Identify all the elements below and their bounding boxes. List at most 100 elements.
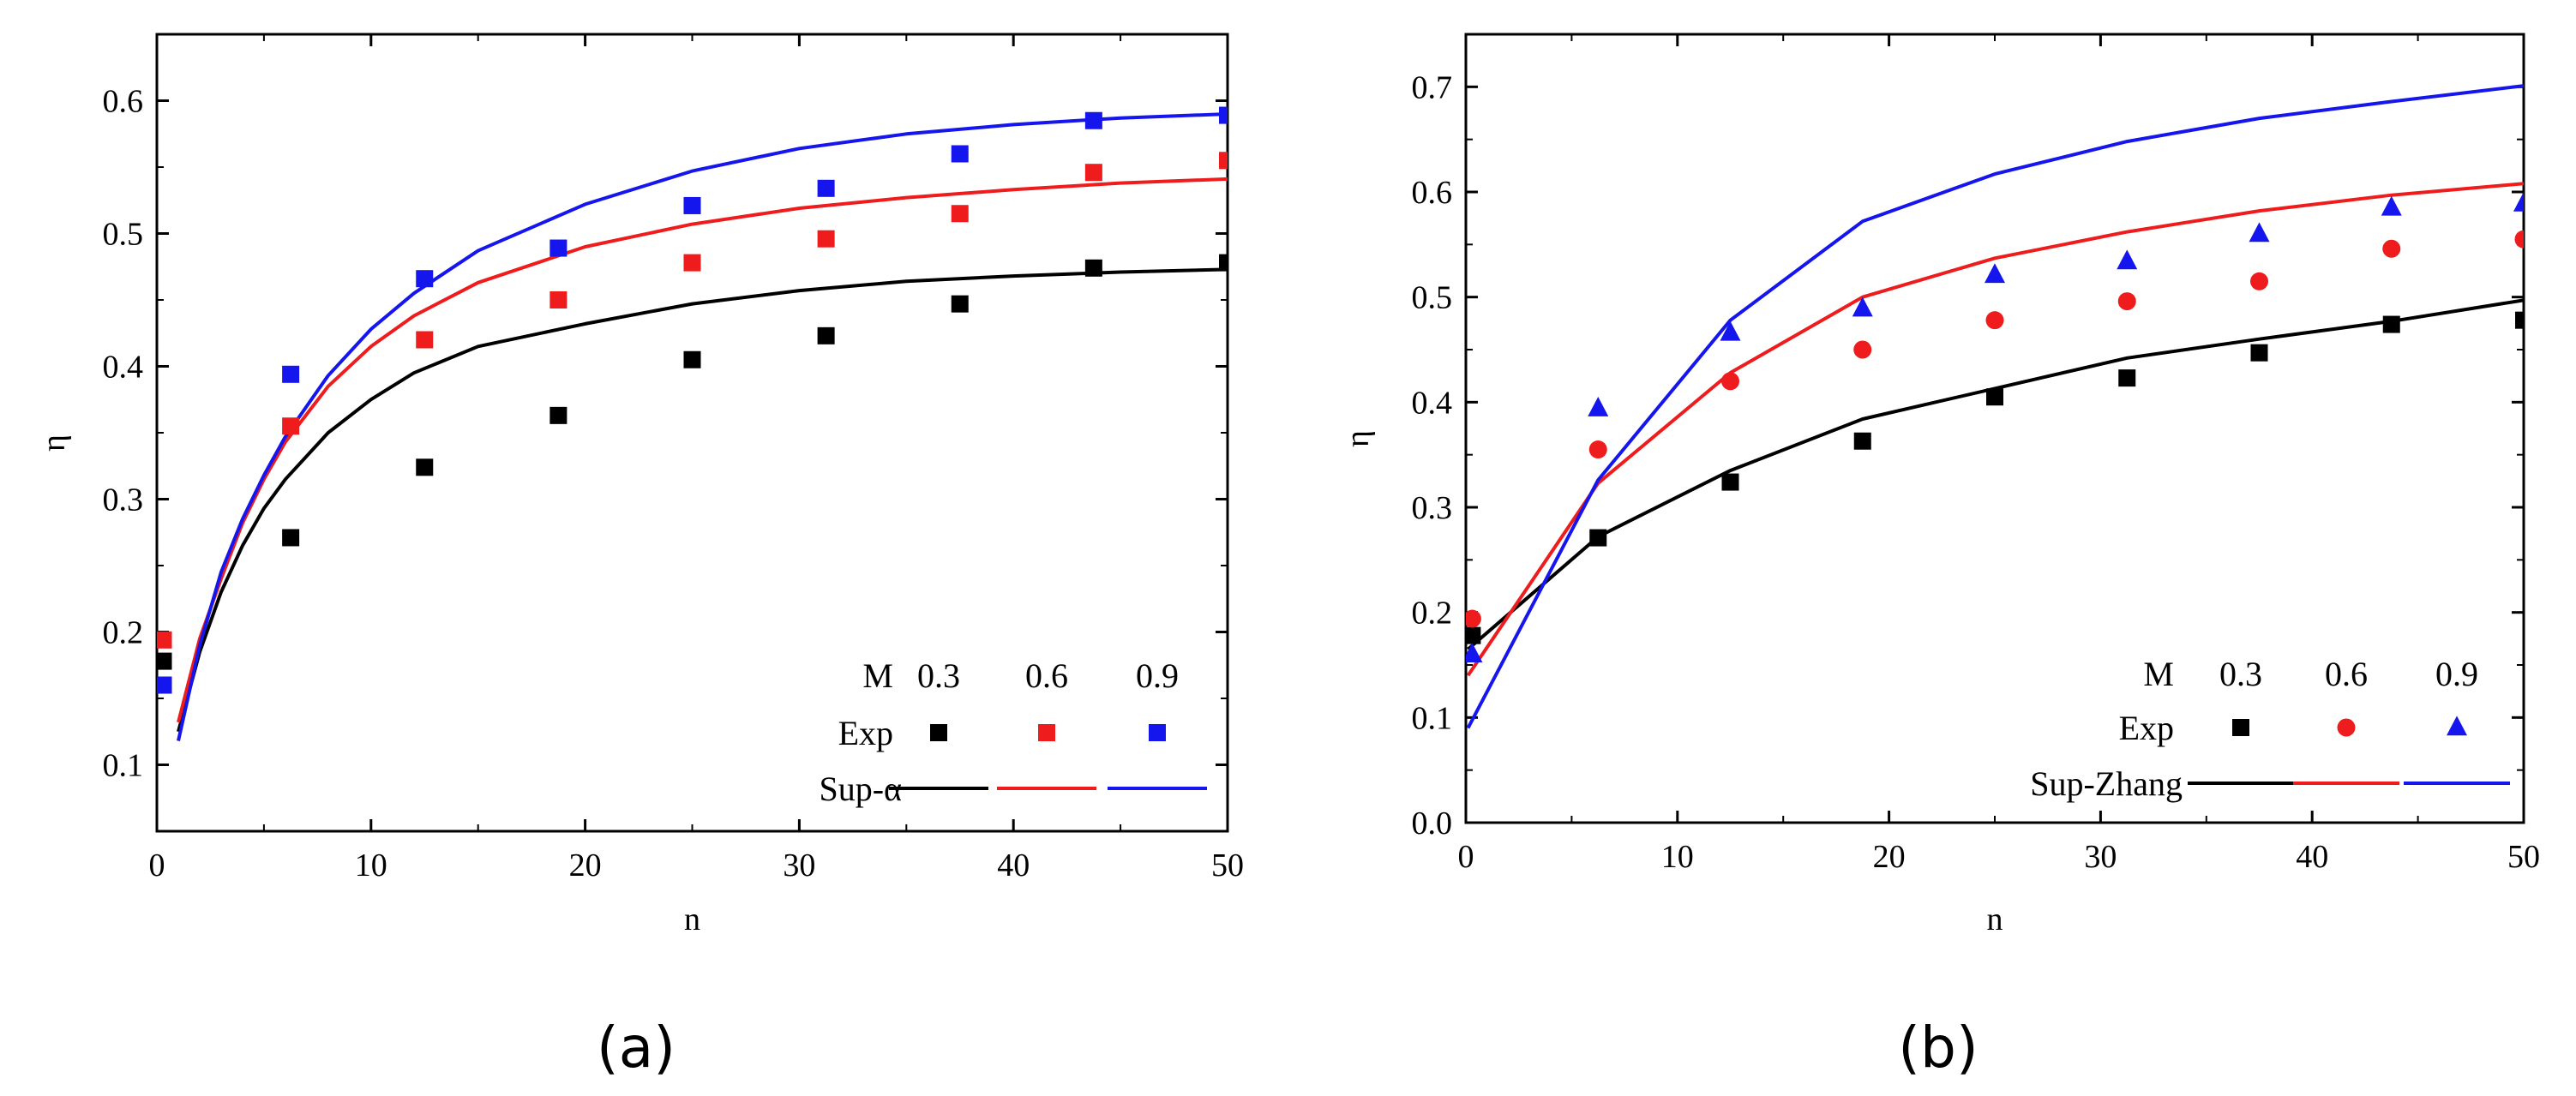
y-tick-label: 0.5 xyxy=(103,217,144,253)
data-point-M03 xyxy=(1466,626,1481,644)
legend-column-label: 0.3 xyxy=(2219,655,2262,693)
data-point-M09 xyxy=(1985,263,2005,284)
panel-label: (a) xyxy=(597,1015,676,1081)
data-point-M06 xyxy=(2250,272,2268,290)
data-point-M03 xyxy=(2250,344,2268,362)
data-point-M09 xyxy=(2381,195,2402,216)
legend-marker-M06 xyxy=(1038,724,1055,741)
series-line-M03 xyxy=(1467,298,2524,651)
x-axis-label: n xyxy=(684,901,700,937)
legend-exp-label: Exp xyxy=(2119,709,2174,747)
data-point-M06 xyxy=(1219,152,1228,170)
x-axis-label: n xyxy=(1987,901,2003,937)
data-point-M09 xyxy=(1084,111,1102,129)
series-line-M03 xyxy=(177,267,1228,733)
data-point-M09 xyxy=(951,145,969,163)
legend-column-label: 0.9 xyxy=(1136,656,1179,695)
legend-marker-M06 xyxy=(2337,718,2356,737)
data-point-M03 xyxy=(1721,473,1739,491)
chart-panel-b: 0 10 20 30 40 50 0.0 0.1 0.2 0.3 0.4 0.5 0.6 0.7 n η M 0.… xyxy=(1340,33,2540,1081)
data-point-M03 xyxy=(1084,259,1102,277)
data-point-M09 xyxy=(2117,249,2138,270)
y-tick-label: 0.2 xyxy=(1412,596,1453,632)
data-point-M03 xyxy=(2382,315,2400,333)
chart-panel-a: 0 10 20 30 40 50 0.1 0.2 0.3 0.4 0.5 0.6 n η M 0.3 0.6 0.… xyxy=(36,33,1244,1081)
y-tick-label: 0.7 xyxy=(1412,69,1453,105)
data-point-M06 xyxy=(1588,440,1607,459)
legend-header-M: M xyxy=(862,656,893,695)
data-point-M03 xyxy=(1986,388,2003,406)
series-line-M06 xyxy=(177,177,1228,723)
data-point-M03 xyxy=(683,350,701,368)
y-tick-label: 0.5 xyxy=(1412,280,1453,316)
y-tick-label: 0.4 xyxy=(1412,385,1453,421)
plot-marks xyxy=(1466,84,2524,729)
data-point-M06 xyxy=(157,631,172,649)
data-point-M09 xyxy=(2249,222,2270,243)
x-tick-label: 20 xyxy=(569,847,602,883)
y-tick-label: 0.6 xyxy=(1412,175,1453,211)
data-point-M06 xyxy=(1853,340,1872,359)
series-line-M06 xyxy=(1466,182,2524,677)
data-point-M06 xyxy=(1466,609,1481,628)
data-point-M09 xyxy=(1852,296,1873,317)
y-tick-label: 0.3 xyxy=(1412,490,1453,526)
y-tick-label: 0.1 xyxy=(103,748,144,784)
data-point-M09 xyxy=(416,270,434,288)
data-point-M06 xyxy=(416,331,434,349)
data-point-M06 xyxy=(2117,292,2136,311)
y-tick-label: 0.3 xyxy=(103,482,144,518)
y-tick-label: 0.6 xyxy=(103,84,144,120)
data-point-M03 xyxy=(549,406,567,424)
data-point-M06 xyxy=(683,254,701,272)
data-point-M06 xyxy=(1084,164,1102,182)
x-tick-label: 40 xyxy=(997,847,1030,883)
data-point-M03 xyxy=(951,295,969,313)
legend-column-label: 0.6 xyxy=(1025,656,1068,695)
y-tick-label: 0.2 xyxy=(103,615,144,651)
data-point-M06 xyxy=(1721,372,1739,391)
legend-header-M: M xyxy=(2143,655,2174,693)
data-point-M09 xyxy=(2513,191,2524,212)
x-tick-label: 0 xyxy=(149,847,165,883)
legend-sup-label: Sup-α xyxy=(819,770,902,808)
series-line-M09 xyxy=(177,112,1228,742)
data-point-M09 xyxy=(157,676,172,694)
data-point-M03 xyxy=(1589,529,1607,547)
y-tick-label: 0.0 xyxy=(1412,806,1453,841)
x-tick-label: 0 xyxy=(1458,839,1474,875)
x-tick-label: 10 xyxy=(1661,839,1694,875)
plot-frame xyxy=(1464,33,2525,824)
legend-column-label: 0.9 xyxy=(2435,655,2478,693)
x-tick-label: 30 xyxy=(783,847,815,883)
legend-exp-label: Exp xyxy=(838,714,893,752)
legend-marker-M09 xyxy=(1149,724,1166,741)
data-point-M06 xyxy=(951,205,969,223)
y-tick-label: 0.1 xyxy=(1412,700,1453,736)
data-point-M09 xyxy=(683,196,701,214)
legend-marker-M03 xyxy=(930,724,947,741)
panel-label: (b) xyxy=(1898,1015,1978,1081)
data-point-M03 xyxy=(1219,254,1228,272)
data-point-M09 xyxy=(1466,643,1483,662)
data-point-M09 xyxy=(282,365,300,383)
data-point-M09 xyxy=(1219,106,1228,124)
x-tick-label: 50 xyxy=(1211,847,1244,883)
legend-sup-label: Sup-Zhang xyxy=(2030,764,2183,803)
plot-frame xyxy=(155,33,1229,833)
x-tick-label: 20 xyxy=(1873,839,1906,875)
data-point-M06 xyxy=(2514,230,2524,249)
y-axis-label: η xyxy=(36,434,72,452)
x-tick-label: 30 xyxy=(2084,839,2117,875)
data-point-M06 xyxy=(1985,311,2004,330)
data-point-M06 xyxy=(817,230,835,248)
x-tick-label: 40 xyxy=(2296,839,2328,875)
legend-marker-M09 xyxy=(2447,716,2467,736)
y-axis-label: η xyxy=(1340,430,1376,447)
data-point-M09 xyxy=(817,179,835,197)
data-point-M03 xyxy=(817,326,835,344)
data-point-M03 xyxy=(2118,369,2136,387)
data-point-M09 xyxy=(1720,320,1741,341)
data-point-M03 xyxy=(1853,432,1871,450)
